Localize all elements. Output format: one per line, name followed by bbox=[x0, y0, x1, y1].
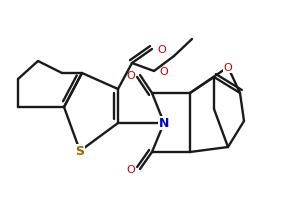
Text: N: N bbox=[159, 117, 169, 130]
Text: O: O bbox=[159, 67, 168, 77]
Text: O: O bbox=[157, 45, 166, 55]
Text: O: O bbox=[126, 164, 135, 174]
Text: S: S bbox=[75, 145, 84, 158]
Text: O: O bbox=[126, 71, 135, 81]
Text: O: O bbox=[224, 63, 232, 73]
